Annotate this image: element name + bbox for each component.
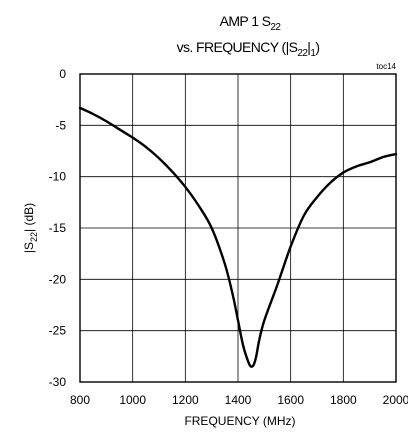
tick-labels: 800 1000 1200 1400 1600 1800 2000 0 -5 -10 -15 -20 -…	[49, 67, 408, 407]
y-tick-label-0: 0	[59, 67, 66, 81]
s22-curve	[78, 106, 398, 368]
y-tick-label--10: -10	[49, 170, 67, 184]
plot-frame	[79, 73, 397, 383]
y-tick-label--20: -20	[49, 272, 67, 286]
y-tick-label--15: -15	[49, 221, 67, 235]
x-tick-label-1400: 1400	[225, 393, 252, 407]
y-tick-label--30: -30	[49, 375, 67, 389]
y-tick-label--5: -5	[55, 118, 66, 132]
x-tick-label-1200: 1200	[172, 393, 199, 407]
chart-title-line1: AMP 1 S22	[220, 13, 282, 33]
x-tick-label-800: 800	[70, 393, 90, 407]
chart-title-line2: vs. FREQUENCY (|S22|1)	[177, 39, 320, 59]
x-tick-label-2000: 2000	[383, 393, 408, 407]
y-tick-label--25: -25	[49, 324, 67, 338]
y-axis-label: |S22| (dB)	[22, 203, 39, 253]
x-tick-label-1800: 1800	[330, 393, 357, 407]
x-tick-label-1600: 1600	[277, 393, 304, 407]
x-axis-label: FREQUENCY (MHz)	[184, 414, 295, 428]
grid	[80, 74, 396, 382]
figure-code: toc14	[376, 62, 396, 71]
x-tick-label-1000: 1000	[119, 393, 146, 407]
